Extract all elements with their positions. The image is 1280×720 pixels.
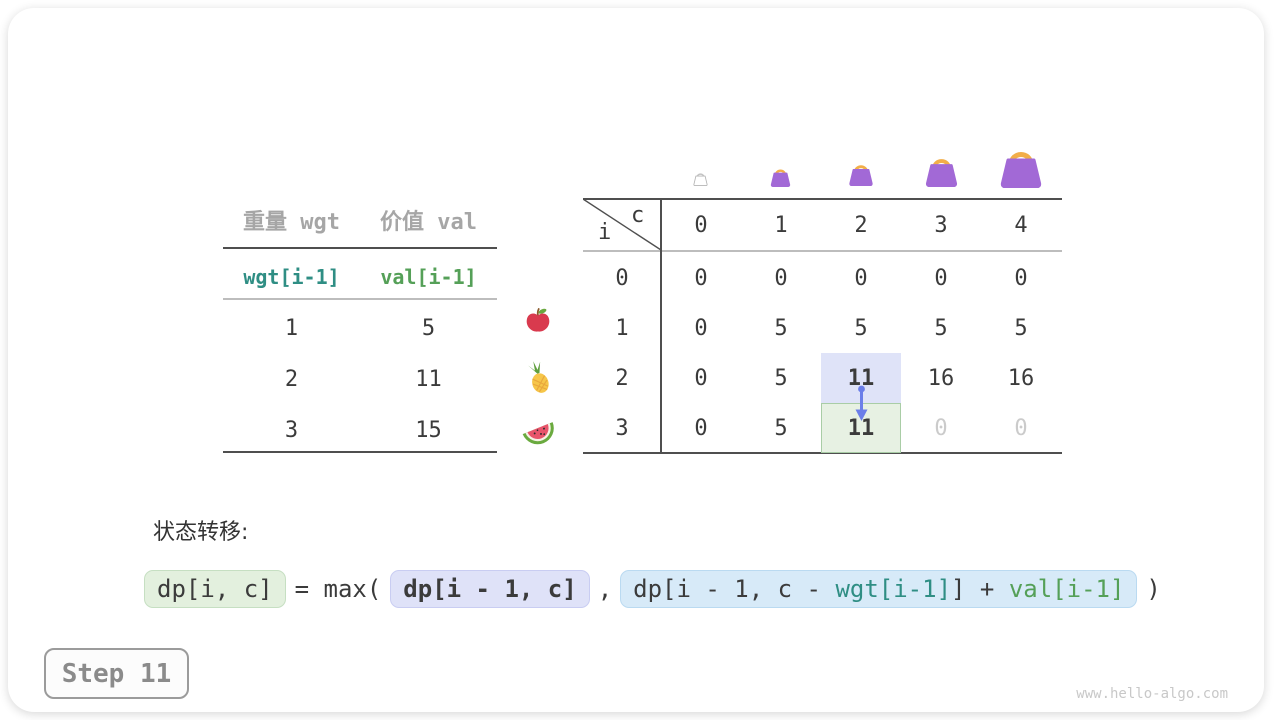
figure-card: 重量 wgt 价值 val wgt[i-1] val[i-1] 1 5 2 11… (8, 8, 1264, 712)
dp-table-header-rule (583, 250, 1062, 252)
dp-table-bottom-rule (583, 452, 1062, 454)
bag-xlarge-icon (997, 143, 1045, 192)
formula-operator: = max( (294, 575, 382, 603)
dp-row-header: 3 (615, 415, 629, 441)
dp-table-row: 1 0 5 5 5 5 (583, 303, 1062, 353)
bag-empty-icon (692, 170, 709, 190)
dp-cell: 0 (694, 365, 708, 391)
value-column-header: 价值 val (380, 210, 477, 235)
bag-small-icon (769, 165, 792, 191)
item-value: 5 (421, 315, 436, 341)
dp-cell: 5 (1014, 315, 1028, 341)
dp-cell: 5 (934, 315, 948, 341)
dp-col-header: 0 (694, 212, 708, 238)
formula-wgt-term: wgt[i-1] (835, 575, 952, 603)
dp-cell: 0 (1014, 265, 1028, 291)
wgt-formula-label: wgt[i-1] (243, 265, 340, 289)
transition-formula: dp[i, c] = max( dp[i - 1, c] , dp[i - 1,… (144, 569, 1161, 609)
formula-arg-keep: dp[i - 1, c] (390, 570, 590, 608)
formula-closing-paren: ) (1146, 575, 1161, 603)
dp-col-header: 2 (854, 212, 868, 238)
dp-cell: 0 (774, 265, 788, 291)
dp-corner-cell: c i (583, 199, 661, 250)
formula-arg-take-mid: ] + (951, 575, 1009, 603)
item-weight: 1 (284, 315, 299, 341)
transition-arrow-icon (854, 385, 869, 426)
dp-row-header: 2 (615, 365, 629, 391)
formula-arg-take: dp[i - 1, c - wgt[i-1]] + val[i-1] (620, 570, 1138, 608)
state-transition-label: 状态转移: (153, 520, 249, 545)
dp-cell: 5 (774, 315, 788, 341)
item-table-subheader: wgt[i-1] val[i-1] (223, 262, 497, 292)
item-axis-label: i (598, 220, 612, 245)
item-weight: 3 (284, 417, 299, 443)
dp-cell: 0 (694, 315, 708, 341)
apple-icon (523, 306, 553, 340)
dp-cell: 5 (774, 365, 788, 391)
item-value: 15 (415, 417, 442, 443)
dp-column-headers: 0 1 2 3 4 (661, 212, 1061, 238)
bag-large-icon (923, 152, 960, 191)
dp-cell-unfilled: 0 (934, 415, 948, 441)
dp-table-row: 2 0 5 11 16 16 (583, 353, 1062, 403)
formula-val-term: val[i-1] (1008, 575, 1125, 603)
dp-cell: 5 (854, 315, 868, 341)
dp-table-row: 0 0 0 0 0 0 (583, 253, 1062, 303)
bag-medium-icon (847, 160, 875, 190)
dp-cell: 16 (927, 365, 955, 391)
item-row: 1 5 (223, 303, 497, 353)
dp-row-header: 1 (615, 315, 629, 341)
val-formula-label: val[i-1] (380, 265, 477, 289)
dp-row-header: 0 (615, 265, 629, 291)
dp-cell: 5 (774, 415, 788, 441)
dp-cell-unfilled: 0 (1014, 415, 1028, 441)
item-table-top-rule (223, 247, 497, 249)
dp-col-header: 4 (1014, 212, 1028, 238)
formula-separator: , (597, 575, 613, 603)
item-row: 2 11 (223, 354, 497, 404)
step-badge: Step 11 (44, 648, 189, 699)
dp-table-top-rule (583, 198, 1062, 200)
dp-cell: 0 (694, 415, 708, 441)
dp-col-header: 1 (774, 212, 788, 238)
watermelon-icon (519, 410, 557, 452)
formula-arg-take-prefix: dp[i - 1, c - (633, 575, 836, 603)
item-table-header: 重量 wgt 价值 val (223, 206, 497, 235)
dp-cell: 0 (694, 265, 708, 291)
capacity-axis-label: c (631, 203, 645, 228)
dp-cell: 0 (854, 265, 868, 291)
item-weight: 2 (284, 366, 299, 392)
weight-column-header: 重量 wgt (243, 210, 340, 235)
dp-cell: 0 (934, 265, 948, 291)
item-value: 11 (415, 366, 442, 392)
pineapple-icon (521, 359, 557, 399)
watermark: www.hello-algo.com (1076, 686, 1228, 702)
dp-col-header: 3 (934, 212, 948, 238)
item-row: 3 15 (223, 405, 497, 455)
item-table-bottom-rule (223, 451, 497, 453)
dp-table-vertical-rule (660, 198, 662, 453)
formula-lhs: dp[i, c] (144, 570, 286, 608)
dp-cell: 16 (1007, 365, 1035, 391)
item-table-mid-rule (223, 298, 497, 300)
dp-cell-target-highlight: 11 (821, 403, 901, 453)
dp-table-row: 3 0 5 11 0 0 (583, 403, 1062, 453)
